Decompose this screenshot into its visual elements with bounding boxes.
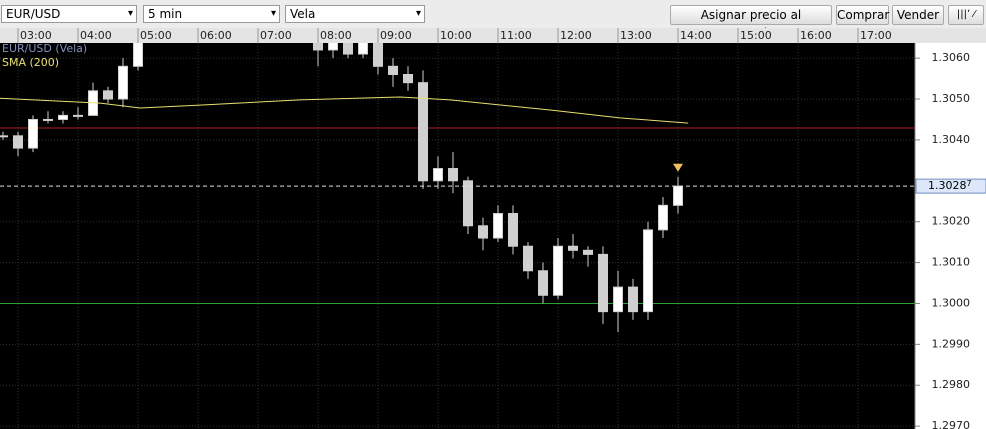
time-axis (0, 28, 986, 43)
y-tick-label: 1.2980 (932, 378, 971, 391)
draw-tools-button[interactable]: |||ʼ ⁄ (948, 5, 984, 25)
candle-body (433, 168, 443, 182)
x-tick-label: 04:00 (80, 29, 112, 42)
candle-body (523, 245, 533, 272)
candle-body (628, 286, 638, 313)
candle-body (493, 213, 503, 239)
candle-body (118, 65, 128, 100)
chart: 03:00 04:00 05:00 06:00 07:00 08:00 09:00 10:00… (0, 28, 986, 429)
candle-body (373, 43, 383, 67)
x-tick-label: 14:00 (680, 29, 712, 42)
x-tick-label: 16:00 (800, 29, 832, 42)
candle-body (103, 90, 113, 100)
interval-select[interactable]: 5 min (143, 5, 280, 23)
plot (0, 43, 915, 333)
legend-symbol: EUR/USD (Vela) (2, 42, 87, 55)
current-price-box (915, 178, 986, 194)
candle-body (613, 286, 623, 313)
candle-body (0, 135, 8, 138)
candle-body (538, 270, 548, 296)
y-tick-label: 1.3010 (932, 256, 971, 269)
buy-button[interactable]: Comprar (836, 5, 889, 25)
x-tick-label: 10:00 (440, 29, 472, 42)
candle-body (673, 185, 683, 206)
toolbar: EUR/USD 5 min Vela Asignar precio al Box… (0, 0, 986, 40)
x-tick-label: 06:00 (200, 29, 232, 42)
candle-body (388, 65, 398, 75)
axes: 03:00 04:00 05:00 06:00 07:00 08:00 09:00 10:00… (17, 28, 986, 429)
current-price-label: 1.30287 (928, 179, 972, 193)
y-tick-label: 1.3060 (932, 51, 971, 64)
x-tick-label: 07:00 (260, 29, 292, 42)
x-tick-label: 03:00 (20, 29, 52, 42)
candle-body (13, 135, 23, 149)
sma-line (0, 96, 689, 124)
boxoption-button[interactable]: Asignar precio al BoxOption (670, 5, 832, 40)
candle-body (328, 43, 338, 51)
style-select[interactable]: Vela (285, 5, 425, 23)
candle-body (463, 180, 473, 227)
y-tick-label: 1.2990 (932, 337, 971, 350)
candle-body (58, 114, 68, 120)
candle-body (403, 73, 413, 84)
y-tick-label: 1.3050 (932, 92, 971, 105)
candle-body (358, 43, 368, 55)
candle-body (133, 43, 143, 67)
candle-body (28, 118, 38, 149)
price-axis (915, 43, 986, 429)
candle-body (598, 253, 608, 313)
candle-body (343, 43, 353, 55)
legend-sma: SMA (200) (2, 56, 59, 69)
candle-body (43, 118, 53, 121)
y-tick-label: 1.3020 (932, 215, 971, 228)
candle-body (643, 229, 653, 313)
candle-body (658, 204, 668, 231)
y-tick-label: 1.3040 (932, 133, 971, 146)
x-tick-label: 05:00 (140, 29, 172, 42)
x-tick-label: 12:00 (560, 29, 592, 42)
x-tick-label: 11:00 (500, 29, 532, 42)
x-tick-label: 13:00 (620, 29, 652, 42)
candle-body (583, 249, 593, 255)
candle-body (478, 225, 488, 239)
candle-body (448, 168, 458, 182)
pip: 7 (967, 179, 972, 188)
y-tick-label: 1.2970 (932, 419, 971, 429)
x-tick-label: 09:00 (380, 29, 412, 42)
candle-body (313, 43, 323, 51)
candle-body (568, 245, 578, 251)
sell-button[interactable]: Vender (892, 5, 944, 25)
x-tick-label: 15:00 (740, 29, 772, 42)
candle-body (73, 114, 83, 117)
price: 1.3028 (928, 179, 967, 192)
candle-body (553, 245, 563, 296)
x-tick-label: 17:00 (860, 29, 892, 42)
x-tick-label: 08:00 (320, 29, 352, 42)
candle-body (418, 82, 428, 182)
alert-marker (673, 163, 683, 172)
candle-body (508, 213, 518, 247)
y-tick-label: 1.3000 (932, 296, 971, 309)
symbol-select[interactable]: EUR/USD (1, 5, 137, 23)
